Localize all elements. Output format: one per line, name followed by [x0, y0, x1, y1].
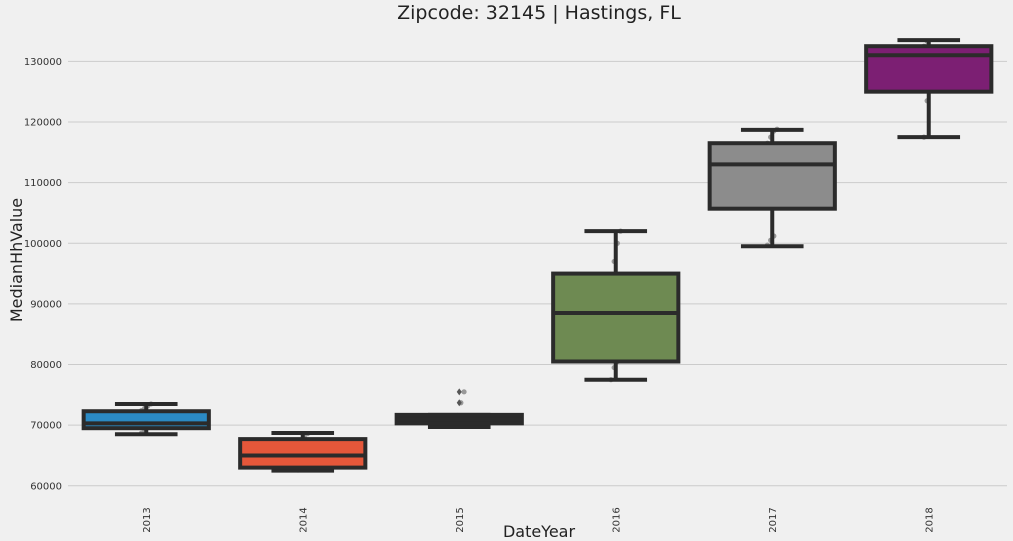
x-ticks: 2013 2014 2015 2016 2017 2018 [142, 507, 936, 532]
x-axis-label: DateYear [503, 522, 576, 541]
x-tick-label: 2014 [298, 507, 309, 532]
box-iqr [707, 141, 837, 211]
x-tick-label: 2018 [924, 507, 935, 532]
outlier-marker [456, 388, 462, 396]
box-iqr [81, 409, 211, 431]
y-ticks: 60000 70000 80000 90000 100000 110000 120000 13… [24, 57, 62, 492]
box-2014 [238, 431, 368, 473]
y-tick-label: 90000 [30, 299, 62, 310]
box-2016 [551, 229, 681, 382]
grid [68, 60, 1007, 487]
box-2015 [394, 388, 524, 429]
y-tick-label: 110000 [24, 178, 62, 189]
data-points [138, 38, 937, 473]
y-tick-label: 80000 [30, 360, 62, 371]
box-2018 [864, 38, 994, 140]
outlier-marker [456, 399, 462, 407]
y-tick-label: 60000 [30, 481, 62, 492]
box-2013 [81, 401, 211, 437]
y-tick-label: 100000 [24, 239, 62, 250]
data-point [461, 389, 467, 395]
y-tick-label: 70000 [30, 421, 62, 432]
x-tick-label: 2015 [455, 507, 466, 532]
chart-title: Zipcode: 32145 | Hastings, FL [397, 2, 681, 24]
x-tick-label: 2016 [611, 507, 622, 532]
y-axis-label: MedianHhValue [7, 198, 26, 322]
x-tick-label: 2013 [142, 507, 153, 532]
y-tick-label: 120000 [24, 117, 62, 128]
box-iqr [238, 437, 368, 470]
box-iqr [551, 271, 681, 364]
y-tick-label: 130000 [24, 57, 62, 68]
x-tick-label: 2017 [768, 507, 779, 532]
box-iqr [864, 44, 994, 94]
box-plots [81, 38, 994, 473]
box-2017 [707, 127, 837, 249]
